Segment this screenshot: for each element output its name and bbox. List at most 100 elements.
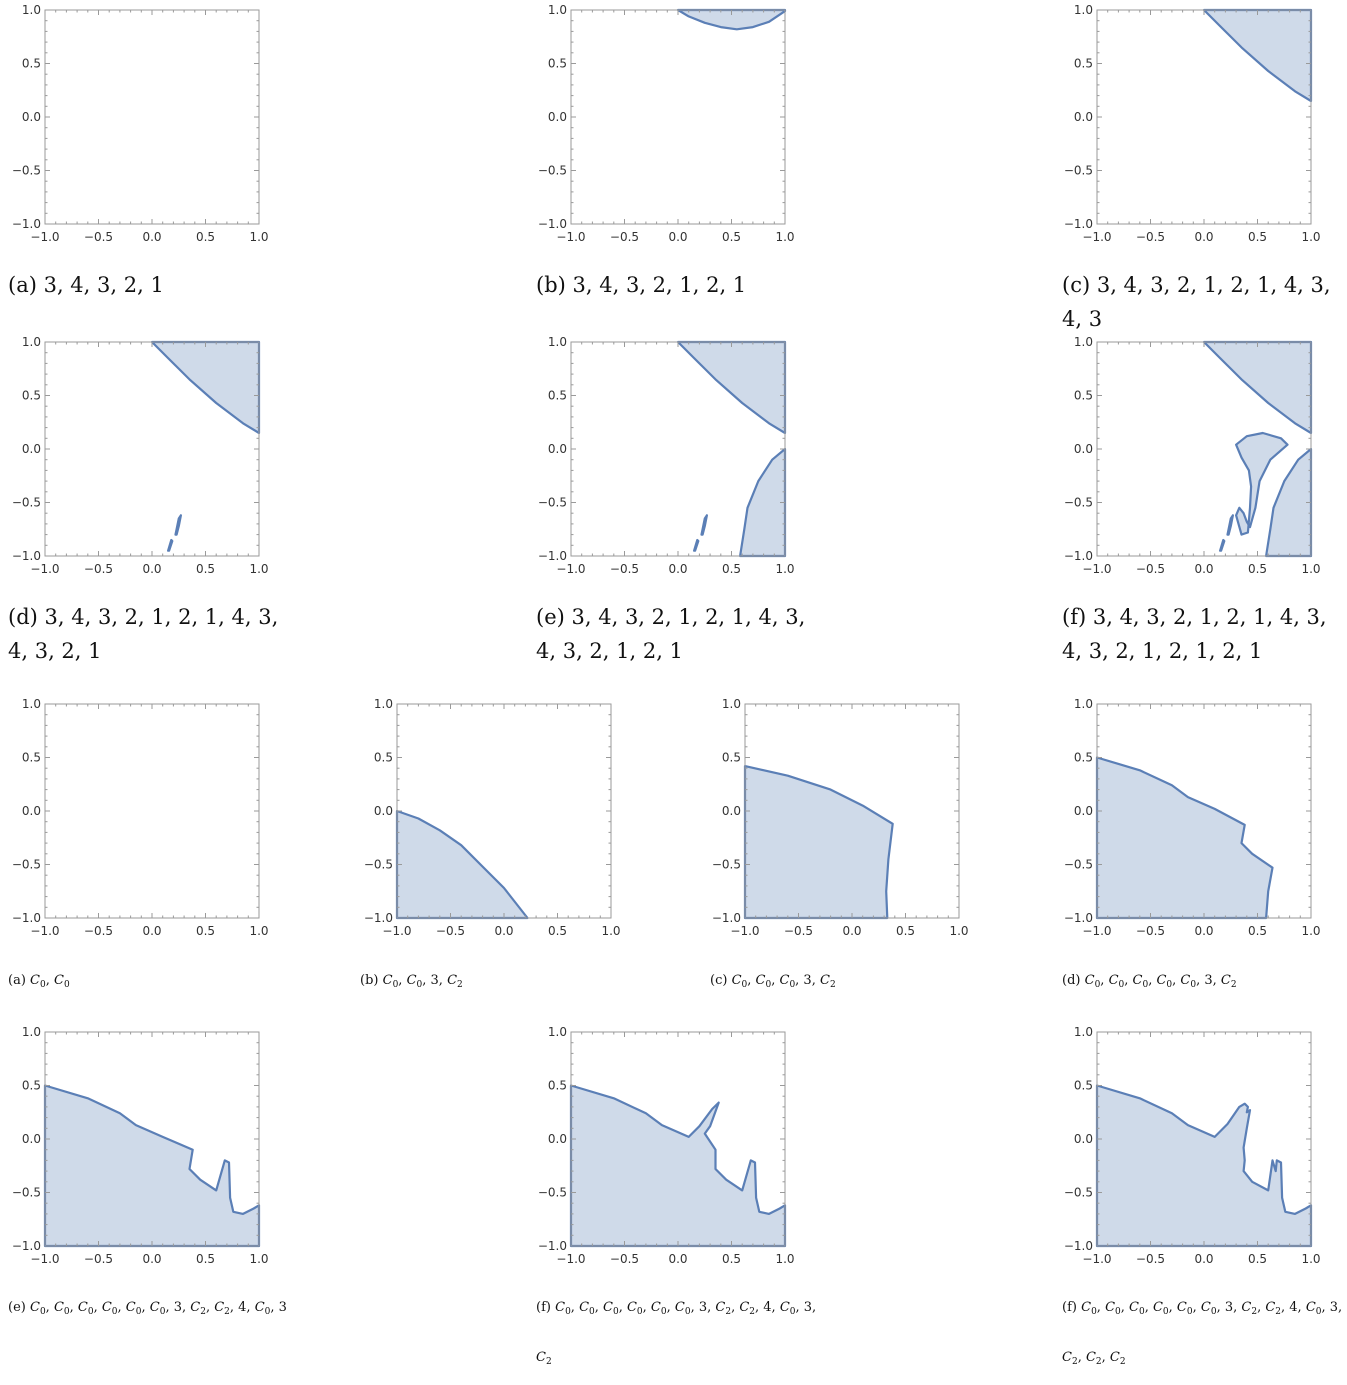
y-tick-label: −0.5 [12,858,41,872]
x-tick-label: 0.5 [548,924,567,938]
caption-text: C0, C0, C0, C0, C0, C0, 3, C2, C2, 4, C0… [1062,1300,1343,1367]
x-tick-label: 1.0 [249,1252,268,1266]
caption: (f) 3, 4, 3, 2, 1, 2, 1, 4, 3, 4, 3, 2, … [1062,600,1342,668]
x-tick-label: −1.0 [730,924,759,938]
caption-label: (b) [360,973,379,988]
x-tick-label: −0.5 [610,1252,639,1266]
x-tick-label: −0.5 [1136,924,1165,938]
caption: (e) 3, 4, 3, 2, 1, 2, 1, 4, 3, 4, 3, 2, … [536,600,816,668]
y-tick-label: 1.0 [22,697,41,711]
x-tick-label: −1.0 [30,1252,59,1266]
y-tick-label: 0.5 [374,751,393,765]
y-tick-label: −0.5 [364,858,393,872]
y-tick-label: 1.0 [548,3,567,17]
y-tick-label: −1.0 [12,911,41,925]
x-tick-label: −0.5 [1136,562,1165,576]
y-tick-label: 0.5 [1074,389,1093,403]
plot-panel: −1.0 −1.0 −0.5 −0.5 0.0 0.0 0.5 0.5 1.0 1.0 [700,694,970,944]
y-tick-label: −0.5 [712,858,741,872]
x-tick-label: 0.5 [722,1252,741,1266]
x-tick-label: 0.5 [896,924,915,938]
plot-frame [570,9,786,225]
caption: (a) 3, 4, 3, 2, 1 [8,268,288,302]
region-shape [150,340,261,435]
plot-panel: −1.0 −1.0 −0.5 −0.5 0.0 0.0 0.5 0.5 1.0 1.0 [526,332,796,582]
caption-text: 3, 4, 3, 2, 1, 2, 1, 4, 3, 4, 3, 2, 1 [8,605,279,663]
region-shape [569,1084,787,1248]
region-shape [1235,431,1289,536]
x-tick-label: −1.0 [1082,924,1111,938]
plot-svg: −1.0−1.0 −0.5 −0.5 0.0 0.0 0.5 0.5 1.0 1.0 [712,697,969,938]
caption: (b) C0, C0, 3, C2 [360,958,650,1008]
y-tick-label: 0.0 [374,804,393,818]
y-tick-label: 0.0 [22,1132,41,1146]
x-tick-label: −0.5 [84,230,113,244]
region-shape [743,764,894,920]
y-tick-label: −1.0 [1064,1239,1093,1253]
y-tick-label: −1.0 [12,1239,41,1253]
x-tick-label: 0.0 [1194,562,1213,576]
y-tick-label: 0.0 [722,804,741,818]
x-tick-label: −1.0 [556,230,585,244]
y-tick-label: 0.0 [1074,442,1093,456]
x-tick-label: 0.0 [668,1252,687,1266]
x-tick-label: 0.0 [668,562,687,576]
plot-svg: −1.0−1.0 −0.5 −0.5 0.0 0.0 0.5 0.5 1.0 1.0 [538,335,795,576]
y-tick-label: −1.0 [1064,549,1093,563]
plot-panel: −1.0 −1.0 −0.5 −0.5 0.0 0.0 0.5 0.5 1.0 1.0 [1052,0,1322,250]
caption-text: C0, C0, C0, C0, C0, C0, 3, C2, C2, 4, C0… [29,1300,287,1317]
y-tick-label: −0.5 [538,496,567,510]
x-tick-label: 0.5 [722,562,741,576]
x-tick-label: −1.0 [1082,230,1111,244]
x-tick-label: 1.0 [775,230,794,244]
x-tick-label: −0.5 [84,1252,113,1266]
plot-svg: −1.0−1.0 −0.5 −0.5 0.0 0.0 0.5 0.5 1.0 1.0 [1064,3,1321,244]
y-tick-label: 0.0 [22,804,41,818]
x-tick-label: −0.5 [436,924,465,938]
y-tick-label: 0.0 [1074,1132,1093,1146]
plot-svg: −1.0−1.0 −0.5 −0.5 0.0 0.0 0.5 0.5 1.0 1.0 [1064,335,1321,576]
caption-label: (d) [1062,973,1081,988]
region-shape [1095,756,1274,920]
caption-text: C0, C0, 3, C2 [382,973,463,990]
caption: (c) 3, 4, 3, 2, 1, 2, 1, 4, 3, 4, 3 [1062,268,1342,336]
caption-text: 3, 4, 3, 2, 1 [43,273,164,297]
caption: (f) C0, C0, C0, C0, C0, C0, 3, C2, C2, 4… [536,1285,826,1385]
y-tick-label: 0.0 [548,1132,567,1146]
x-tick-label: 1.0 [1301,924,1320,938]
x-tick-label: −0.5 [610,230,639,244]
x-tick-label: −1.0 [382,924,411,938]
x-tick-label: 0.5 [196,230,215,244]
caption: (a) C0, C0 [8,958,298,1008]
region-shape [1265,447,1313,558]
region-shape [395,809,529,920]
y-tick-label: −0.5 [12,164,41,178]
caption: (b) 3, 4, 3, 2, 1, 2, 1 [536,268,816,302]
plot-panel: −1.0 −1.0 −0.5 −0.5 0.0 0.0 0.5 0.5 1.0 1.0 [1052,332,1322,582]
x-tick-label: 1.0 [249,230,268,244]
caption-label: (d) [8,605,38,629]
x-tick-label: 0.0 [142,230,161,244]
region-shape [676,340,787,435]
y-tick-label: 1.0 [722,697,741,711]
x-tick-label: 1.0 [1301,230,1320,244]
y-tick-label: 0.5 [548,57,567,71]
caption-label: (c) [1062,273,1091,297]
region-shape [1202,340,1313,435]
region-shape [1202,8,1313,103]
plot-panel: −1.0 −1.0 −0.5 −0.5 0.0 0.0 0.5 0.5 1.0 1.0 [0,0,270,250]
y-tick-label: 0.0 [1074,804,1093,818]
y-tick-label: −0.5 [1064,164,1093,178]
x-tick-label: 0.5 [1248,562,1267,576]
y-tick-label: 0.5 [1074,1079,1093,1093]
caption-label: (b) [536,273,566,297]
x-tick-label: 0.0 [1194,230,1213,244]
y-tick-label: 1.0 [22,1025,41,1039]
y-tick-label: −1.0 [12,217,41,231]
x-tick-label: 0.5 [722,230,741,244]
y-tick-label: 0.5 [1074,751,1093,765]
y-tick-label: −1.0 [1064,217,1093,231]
y-tick-label: 0.0 [22,442,41,456]
y-tick-label: 1.0 [548,1025,567,1039]
x-tick-label: 0.0 [142,1252,161,1266]
